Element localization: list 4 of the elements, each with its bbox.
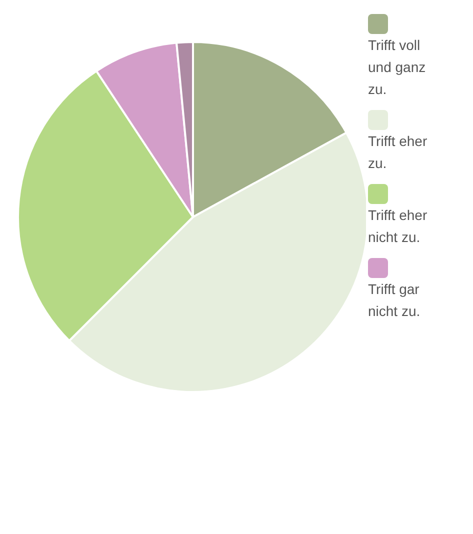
legend-label: Trifft voll und ganz zu.: [368, 36, 427, 99]
legend-label: Trifft gar nicht zu.: [368, 280, 422, 321]
legend-label: Trifft eher zu.: [368, 132, 428, 173]
legend-label: Trifft eher nicht zu.: [368, 206, 428, 247]
